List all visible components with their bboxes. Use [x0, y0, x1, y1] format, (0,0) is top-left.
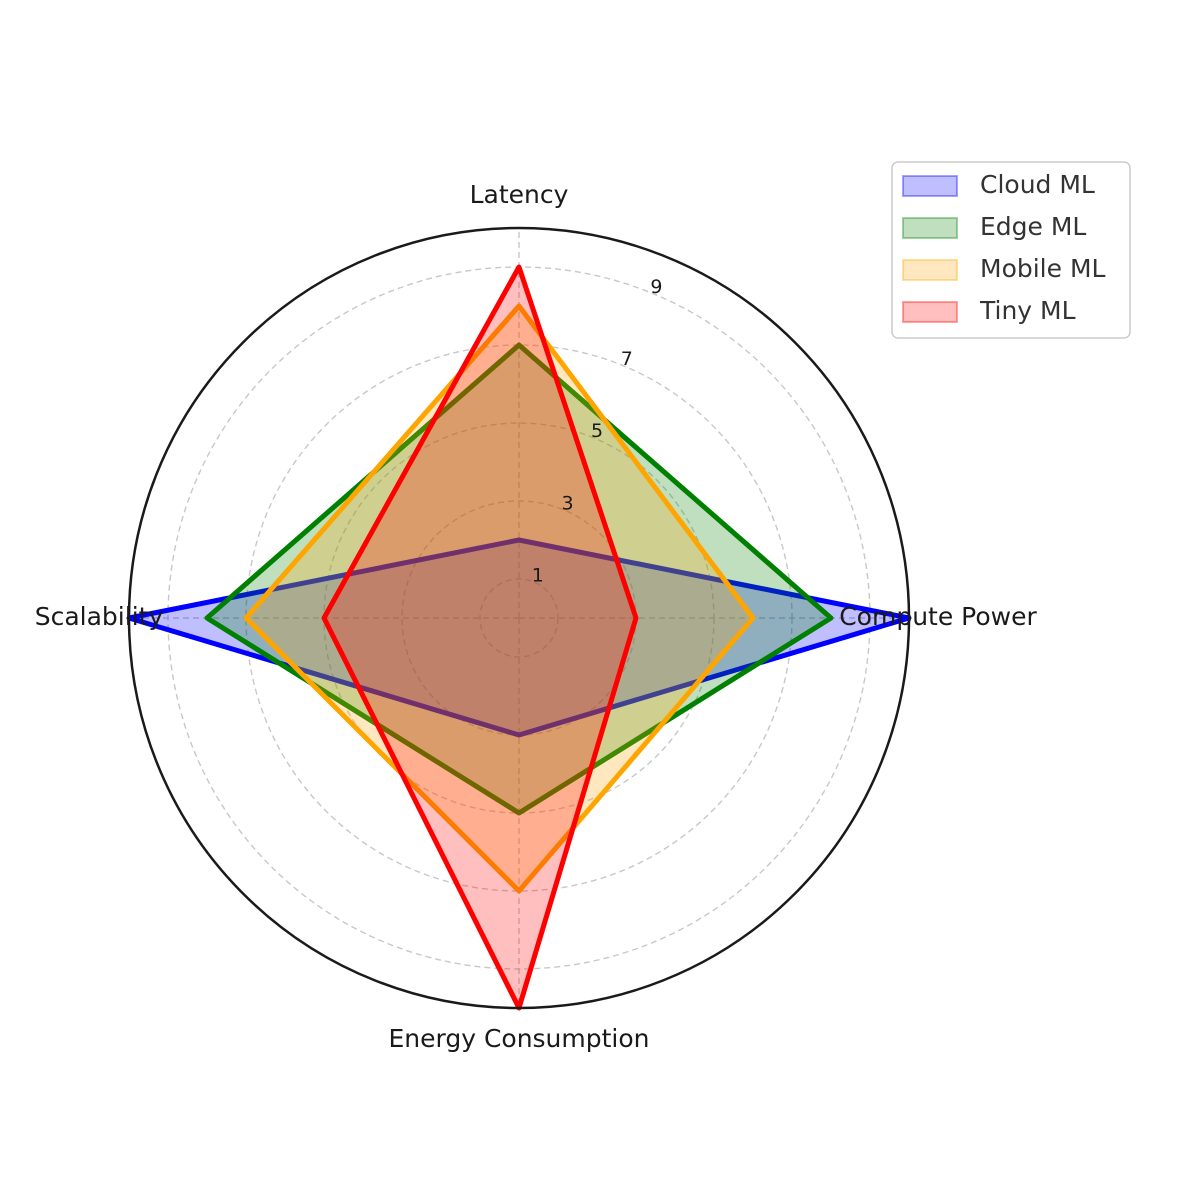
legend-label-tiny-ml: Tiny ML	[979, 296, 1076, 325]
radial-tick-labels: 1 3 5 7 9	[532, 276, 663, 587]
series-line-edge-ml	[204, 342, 834, 816]
tick-label-9: 9	[650, 276, 662, 298]
series-fill-tiny-ml	[324, 267, 636, 1008]
legend-swatch-tiny-ml	[902, 301, 958, 323]
tick-label-1: 1	[532, 564, 544, 586]
axis-labels: Latency Compute Power Energy Consumption Sc…	[35, 180, 1038, 1053]
axis-label-scalability: Scalability	[35, 602, 164, 631]
grid-ring-1	[479, 578, 559, 658]
series-fill-cloud-ml	[129, 540, 909, 735]
series-layer	[126, 264, 912, 1011]
axis-label-latency: Latency	[470, 180, 569, 209]
tick-label-3: 3	[561, 492, 573, 514]
legend-label-edge-ml: Edge ML	[980, 212, 1086, 241]
legend-box	[891, 161, 1131, 339]
legend-swatch-mobile-ml	[902, 259, 958, 281]
series-line-cloud-ml	[126, 537, 912, 738]
axis-label-energy-consumption: Energy Consumption	[388, 1024, 649, 1053]
tick-label-5: 5	[591, 420, 603, 442]
legend-label-cloud-ml: Cloud ML	[980, 170, 1095, 199]
tick-label-7: 7	[621, 348, 633, 370]
legend-swatch-edge-ml	[902, 217, 958, 239]
series-mobile-ml	[243, 303, 756, 894]
series-cloud-ml	[126, 537, 912, 738]
axis-label-compute-power: Compute Power	[839, 602, 1037, 631]
series-tiny-ml	[321, 264, 639, 1011]
legend-label-mobile-ml: Mobile ML	[980, 254, 1106, 283]
legend-swatch-cloud-ml	[902, 175, 958, 197]
series-line-mobile-ml	[243, 303, 756, 894]
radar-outer-frame	[127, 226, 911, 1010]
legend: Cloud ML Edge ML Mobile ML Tiny ML	[891, 161, 1131, 339]
